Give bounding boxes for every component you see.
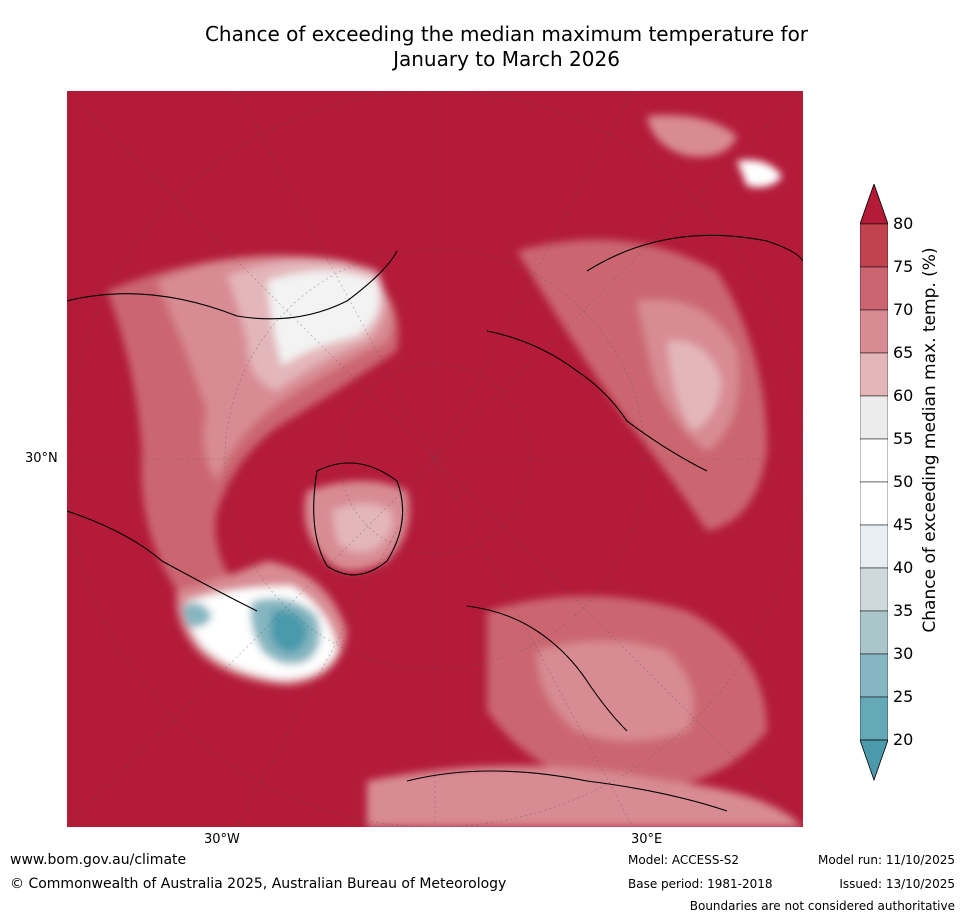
colorbar-top-arrow xyxy=(860,184,888,225)
footer-base-period: Base period: 1981-2018 xyxy=(628,877,773,891)
zone-atlantic-coolest xyxy=(270,610,308,653)
colorbar-segment xyxy=(860,524,888,569)
colorbar-tick-label: 55 xyxy=(893,429,914,448)
coastlines xyxy=(67,234,803,812)
zone-north-africa xyxy=(367,766,803,827)
zone-siberia-outer xyxy=(517,239,767,531)
colorbar-segment xyxy=(860,438,888,483)
graticule xyxy=(67,91,803,827)
footer-issued: Issued: 13/10/2025 xyxy=(839,877,955,891)
zone-north-america-neutral xyxy=(267,271,380,366)
zone-pacific-top xyxy=(647,115,737,157)
footer-disclaimer: Boundaries are not considered authoritat… xyxy=(689,899,955,913)
colorbar-segment xyxy=(860,653,888,698)
colorbar-tick-label: 50 xyxy=(893,472,914,491)
colorbar-segment xyxy=(860,395,888,440)
colorbar-tick-label: 25 xyxy=(893,687,914,706)
colorbar-tick-label: 65 xyxy=(893,343,914,362)
colorbar-segment xyxy=(860,266,888,311)
colorbar-tick-label: 35 xyxy=(893,601,914,620)
colorbar-tick-label: 40 xyxy=(893,558,914,577)
zone-greenland-inner xyxy=(332,503,393,553)
footer-model: Model: ACCESS-S2 xyxy=(628,853,740,867)
lat-label-30n: 30°N xyxy=(25,451,58,466)
zone-pacific-neutral xyxy=(737,160,782,188)
colorbar-bottom-arrow xyxy=(860,739,888,781)
colorbar-tick-label: 30 xyxy=(893,644,914,663)
colorbar-tick-label: 45 xyxy=(893,515,914,534)
probability-map[interactable] xyxy=(67,91,803,827)
title-line-1: Chance of exceeding the median maximum t… xyxy=(204,22,809,46)
zone-atlantic-cool-small xyxy=(182,602,212,628)
colorbar-segment xyxy=(860,352,888,397)
colorbar-tick-label: 80 xyxy=(893,214,914,233)
lon-label-30e: 30°E xyxy=(631,832,663,847)
colorbar-tick-label: 60 xyxy=(893,386,914,405)
chart-title: Chance of exceeding the median maximum t… xyxy=(0,22,965,72)
colorbar-title: Chance of exceeding median max. temp. (%… xyxy=(920,247,940,633)
colorbar-tick-label: 20 xyxy=(893,730,914,749)
colorbar-segment xyxy=(860,481,888,526)
title-line-2: January to March 2026 xyxy=(393,47,620,71)
zone-siberia-pale xyxy=(667,340,722,431)
colorbar-segment xyxy=(860,696,888,741)
colorbar-segment xyxy=(860,610,888,655)
map-canvas xyxy=(67,91,803,827)
footer-website: www.bom.gov.au/climate xyxy=(10,852,187,868)
colorbar-segment xyxy=(860,567,888,612)
footer-model-run: Model run: 11/10/2025 xyxy=(817,853,955,867)
colorbar-tick-label: 75 xyxy=(893,257,914,276)
colorbar-tick-label: 70 xyxy=(893,300,914,319)
footer-copyright: © Commonwealth of Australia 2025, Austra… xyxy=(10,876,507,892)
colorbar-segment xyxy=(860,223,888,268)
colorbar xyxy=(860,184,888,781)
lon-label-30w: 30°W xyxy=(204,832,240,847)
colorbar-segment xyxy=(860,309,888,354)
colorbar-segments xyxy=(860,184,888,781)
